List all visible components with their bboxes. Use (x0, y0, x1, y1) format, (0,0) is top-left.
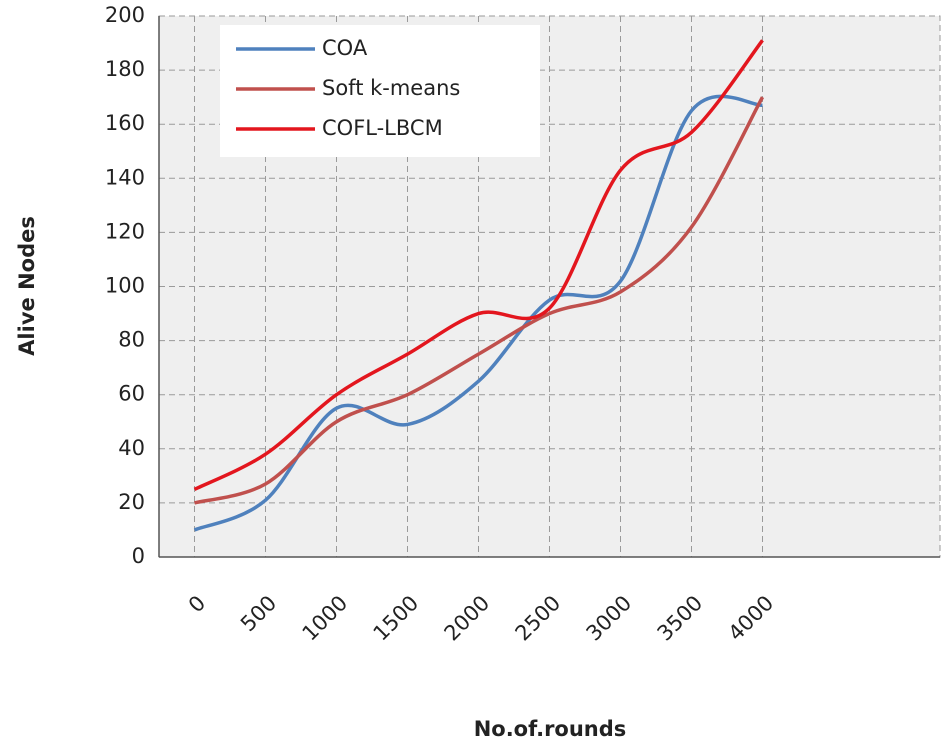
legend-label: Soft k-means (322, 76, 460, 100)
y-tick-label: 100 (105, 274, 145, 298)
y-tick-label: 20 (118, 490, 145, 514)
series-line (194, 96, 765, 505)
y-axis-label: Alive Nodes (15, 216, 39, 356)
series-line (193, 39, 764, 491)
y-tick-label: 80 (118, 328, 145, 352)
legend-box (220, 25, 540, 157)
x-tick-label: 1500 (369, 591, 424, 646)
x-tick-label: 3500 (653, 591, 708, 646)
x-tick-label: 500 (236, 591, 281, 636)
x-tick-label: 2000 (440, 591, 495, 646)
y-tick-label: 180 (105, 57, 145, 81)
legend-label: COFL-LBCM (322, 116, 443, 140)
y-tick-label: 0 (132, 544, 145, 568)
y-tick-label: 160 (105, 111, 145, 135)
y-tick-label: 120 (105, 219, 145, 243)
x-tick-label: 1000 (298, 591, 353, 646)
x-tick-label: 3000 (582, 591, 637, 646)
legend-label: COA (322, 36, 368, 60)
x-axis-label: No.of.rounds (474, 717, 627, 741)
y-tick-label: 140 (105, 165, 145, 189)
x-tick-label: 0 (184, 591, 210, 617)
x-tick-label: 4000 (724, 591, 779, 646)
x-tick-label: 2500 (511, 591, 566, 646)
y-tick-label: 200 (105, 3, 145, 27)
y-tick-label: 60 (118, 382, 145, 406)
y-tick-label: 40 (118, 436, 145, 460)
